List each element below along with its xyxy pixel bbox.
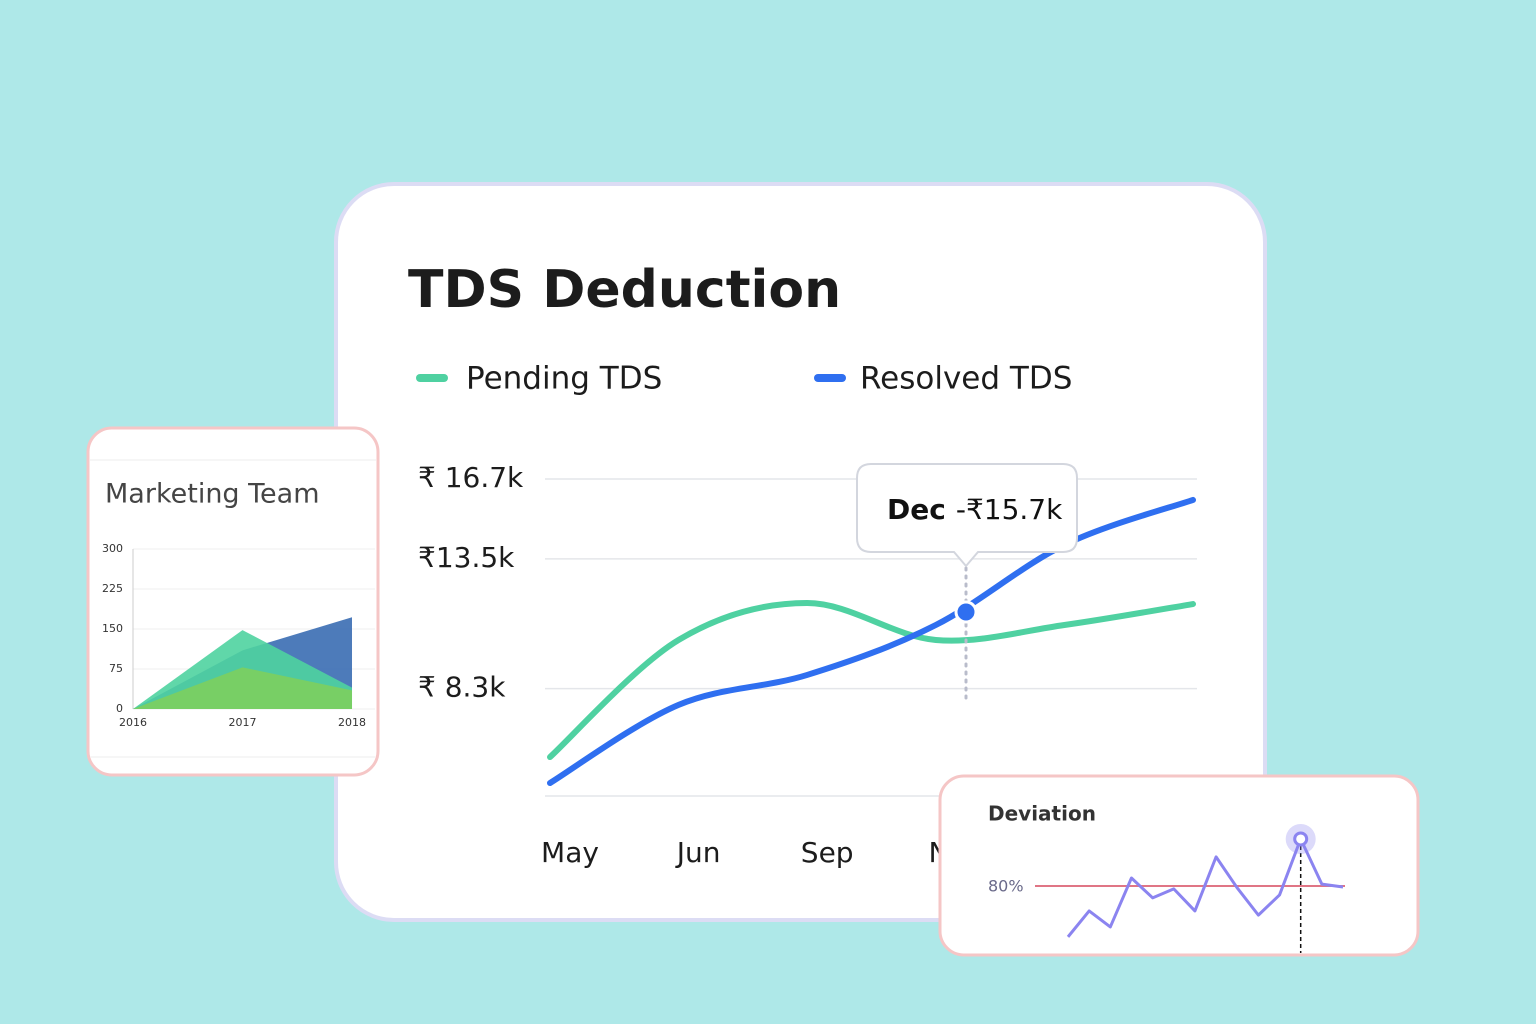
x-tick-label: 2017 — [229, 716, 257, 729]
tooltip-point — [954, 600, 978, 624]
series-area — [133, 667, 353, 709]
y-tick-label: ₹ 8.3k — [418, 671, 506, 704]
y-tick-label: ₹13.5k — [418, 541, 515, 574]
chart-title: Deviation — [988, 802, 1096, 826]
marketing-card: Marketing Team 0 75 150 225 300 2016 2017 2018 — [86, 426, 380, 777]
reference-label: 80% — [988, 877, 1024, 896]
card — [938, 774, 1420, 957]
y-tick-label: 300 — [102, 542, 123, 555]
main-card: TDS Deduction ₹ 16.7k ₹13.5k ₹ 8.3k May Jun S… — [334, 182, 1267, 922]
legend-label: Resolved TDS — [860, 361, 1072, 397]
chart-title: TDS Deduction — [408, 260, 841, 320]
tooltip-value: -₹15.7k — [956, 493, 1063, 526]
y-tick-label: 0 — [116, 702, 123, 715]
x-tick-label: Sep — [801, 836, 854, 869]
series-line — [547, 600, 1196, 761]
x-tick-label: 2018 — [338, 716, 366, 729]
tooltip-category: Dec — [887, 493, 946, 526]
card-content: Deviation 80% — [988, 802, 1345, 953]
y-tick-label: 225 — [102, 582, 123, 595]
x-tick-label: Jun — [675, 836, 721, 869]
series-line — [1066, 837, 1344, 938]
tooltip-box — [856, 463, 1078, 568]
legend-label: Pending TDS — [466, 361, 662, 397]
x-tick-label: 2016 — [119, 716, 147, 729]
x-tick-label: May — [541, 836, 599, 869]
chart-title: Marketing Team — [105, 479, 320, 510]
y-tick-label: ₹ 16.7k — [418, 461, 524, 494]
highlight-point — [1293, 831, 1309, 847]
tooltip-text: Dec -₹15.7k — [887, 493, 1063, 526]
y-tick-label: 75 — [109, 662, 123, 675]
card-content: Marketing Team 0 75 150 225 300 2016 2017 2018 — [90, 459, 376, 758]
deviation-card: Deviation 80% — [938, 774, 1420, 957]
y-tick-label: 150 — [102, 622, 123, 635]
